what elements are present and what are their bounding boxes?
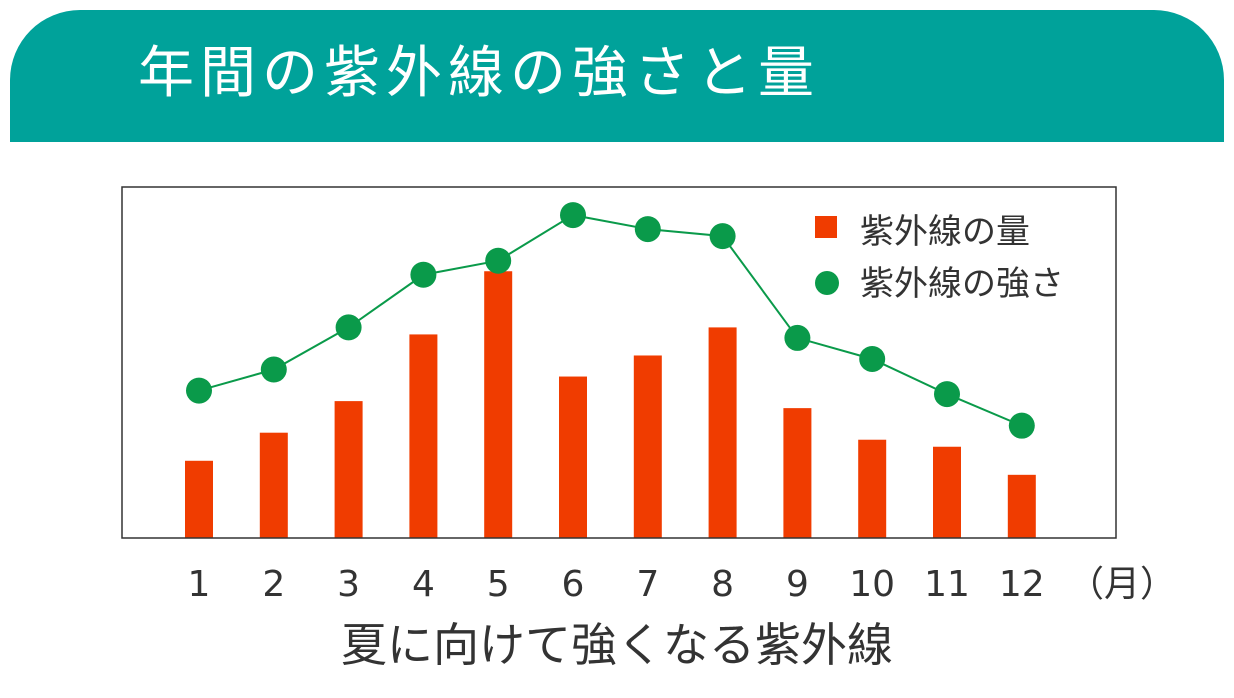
bar-3 <box>334 401 363 538</box>
x-axis-unit-label: （月） <box>1068 564 1176 605</box>
x-tick-label-1: 1 <box>188 564 211 605</box>
x-tick-label-9: 9 <box>786 564 809 605</box>
point-6 <box>560 202 586 229</box>
point-12 <box>1008 412 1035 439</box>
bar-9 <box>783 408 812 538</box>
x-axis-ticks: 1 2 3 4 5 6 7 8 9 10 11 12 <box>188 564 1045 605</box>
intensity-line <box>198 214 1023 427</box>
x-tick-label-6: 6 <box>562 564 585 605</box>
point-9 <box>784 324 811 351</box>
point-7 <box>634 216 661 243</box>
x-tick-label-11: 11 <box>924 564 970 605</box>
chart-title: 年間の紫外線の強さと量 <box>138 41 820 106</box>
bar-11 <box>933 446 961 538</box>
point-1 <box>186 377 212 404</box>
x-tick-label-10: 10 <box>849 564 895 605</box>
legend: 紫外線の量 紫外線の強さ <box>815 212 1064 304</box>
x-tick-label-4: 4 <box>412 564 435 605</box>
bar-5 <box>484 271 513 538</box>
legend-label-intensity: 紫外線の強さ <box>860 264 1064 304</box>
bar-4 <box>409 334 438 538</box>
legend-swatch-amount <box>815 216 837 238</box>
point-8 <box>709 223 736 250</box>
point-2 <box>260 356 287 383</box>
point-5 <box>485 247 512 274</box>
bar-10 <box>858 439 887 538</box>
x-tick-label-7: 7 <box>636 564 659 605</box>
line-series <box>186 202 1035 439</box>
x-tick-label-2: 2 <box>262 564 285 605</box>
bar-2 <box>259 432 288 538</box>
point-4 <box>410 261 437 288</box>
bar-12 <box>1007 474 1036 538</box>
point-10 <box>859 345 886 372</box>
x-tick-label-3: 3 <box>337 564 360 605</box>
bar-series <box>185 271 1036 538</box>
legend-swatch-intensity <box>815 271 839 295</box>
legend-label-amount: 紫外線の量 <box>860 212 1030 252</box>
x-tick-label-5: 5 <box>487 564 510 605</box>
point-3 <box>335 314 362 341</box>
bar-7 <box>633 355 662 538</box>
bar-6 <box>559 376 587 538</box>
plot-frame <box>121 186 1117 539</box>
x-tick-label-8: 8 <box>711 564 734 605</box>
x-tick-label-12: 12 <box>999 564 1045 605</box>
bar-1 <box>185 460 213 538</box>
title-banner: 年間の紫外線の強さと量 <box>10 10 1224 142</box>
bar-8 <box>708 327 737 538</box>
chart-subtitle: 夏に向けて強くなる紫外線 <box>341 618 893 672</box>
point-11 <box>934 381 960 408</box>
